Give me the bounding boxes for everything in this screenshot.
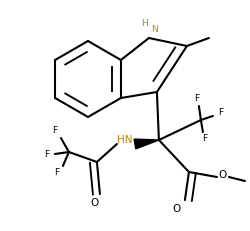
Text: H: H xyxy=(142,19,148,28)
Text: F: F xyxy=(194,94,200,103)
Text: HN: HN xyxy=(117,135,133,145)
Text: N: N xyxy=(152,24,158,33)
Text: F: F xyxy=(202,134,207,143)
Text: F: F xyxy=(54,167,60,176)
Text: F: F xyxy=(52,125,58,134)
Polygon shape xyxy=(134,139,159,149)
Text: O: O xyxy=(91,198,99,208)
Text: O: O xyxy=(173,204,181,214)
Text: O: O xyxy=(219,170,227,180)
Text: F: F xyxy=(218,107,224,116)
Text: F: F xyxy=(44,149,50,158)
